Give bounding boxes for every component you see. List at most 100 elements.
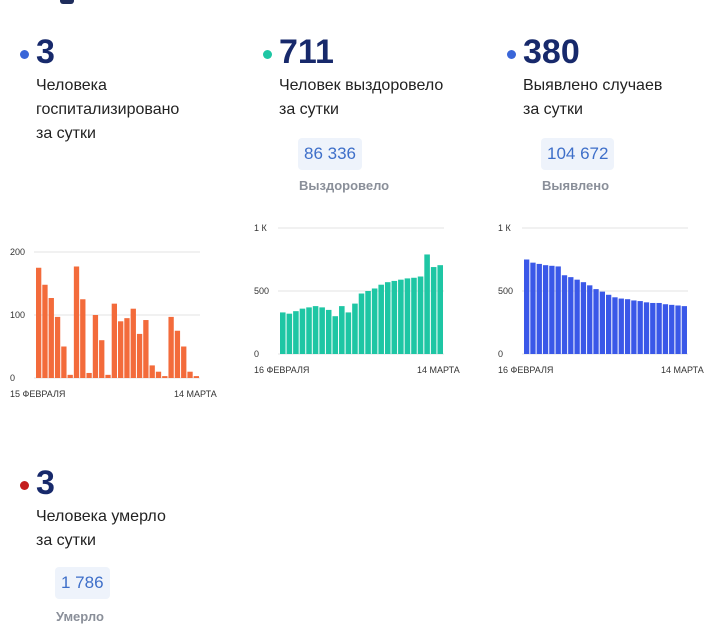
stat-number: 3 xyxy=(36,464,55,502)
bar xyxy=(155,371,162,378)
stat-recovered: 711 Человек выздоровело за сутки xyxy=(263,32,473,118)
bar xyxy=(130,308,136,378)
x-end-label: 14 МАРТА xyxy=(417,365,460,375)
x-end-label: 14 МАРТА xyxy=(174,389,217,399)
bar xyxy=(430,267,437,354)
bar xyxy=(286,313,293,354)
bar xyxy=(574,279,580,354)
stat-number: 380 xyxy=(523,33,580,71)
bar xyxy=(631,300,637,354)
bar xyxy=(536,263,542,354)
y-tick-label: 1 К xyxy=(254,223,268,233)
stat-cases: 380 Выявлено случаев за сутки xyxy=(507,32,707,118)
bar xyxy=(371,288,378,354)
indicator-dot xyxy=(507,50,516,59)
bar xyxy=(99,340,105,378)
bar xyxy=(542,265,549,354)
bar xyxy=(424,254,430,354)
bar xyxy=(568,277,574,354)
indicator-dot xyxy=(263,50,272,59)
bar xyxy=(105,374,111,378)
x-start-label: 16 ФЕВРАЛЯ xyxy=(498,365,553,375)
y-tick-label: 0 xyxy=(254,349,259,359)
total-recovered-badge: 86 336 xyxy=(298,138,362,170)
bar xyxy=(299,308,306,354)
bar xyxy=(293,311,299,354)
bar xyxy=(352,303,358,354)
bar xyxy=(378,284,384,354)
bar xyxy=(624,299,631,354)
bar xyxy=(681,306,687,354)
bar xyxy=(580,282,587,354)
stat-description: Выявлено случаев за сутки xyxy=(523,77,663,118)
bar xyxy=(404,278,411,354)
bar xyxy=(599,291,605,354)
bar xyxy=(86,372,92,378)
y-tick-label: 100 xyxy=(10,310,25,320)
y-tick-label: 1 К xyxy=(498,223,512,233)
bar xyxy=(306,307,312,354)
y-tick-label: 200 xyxy=(10,247,25,257)
bar xyxy=(561,275,568,354)
indicator-dot xyxy=(20,50,29,59)
y-tick-label: 500 xyxy=(498,286,513,296)
bar xyxy=(319,307,325,354)
bar xyxy=(662,304,669,354)
total-cases-label: Выявлено xyxy=(542,178,610,193)
stat-number: 711 xyxy=(279,33,334,71)
bar xyxy=(637,301,643,354)
bar xyxy=(92,315,99,378)
bar xyxy=(80,299,86,378)
x-start-label: 15 ФЕВРАЛЯ xyxy=(10,389,65,399)
bar xyxy=(675,305,681,354)
bar xyxy=(136,333,143,378)
bar xyxy=(650,302,656,354)
bar xyxy=(587,285,593,354)
bar xyxy=(618,298,624,354)
total-deaths-label: Умерло xyxy=(56,609,104,624)
bar xyxy=(437,265,443,354)
bar xyxy=(312,306,319,354)
bar xyxy=(398,279,404,354)
bar xyxy=(118,321,124,378)
bar xyxy=(384,282,391,354)
bar xyxy=(124,318,130,378)
bar xyxy=(643,302,650,354)
bar xyxy=(339,306,345,354)
bar xyxy=(612,297,618,354)
bar xyxy=(67,374,73,378)
bar xyxy=(365,291,371,354)
top-edge-fragment xyxy=(60,0,74,4)
bar xyxy=(181,346,187,378)
bar xyxy=(143,320,149,378)
y-tick-label: 500 xyxy=(254,286,269,296)
x-end-label: 14 МАРТА xyxy=(661,365,704,375)
bar xyxy=(193,376,199,378)
bar xyxy=(61,346,67,378)
bar xyxy=(42,284,48,378)
bar xyxy=(345,312,352,354)
bar xyxy=(656,302,662,354)
bar xyxy=(73,266,80,378)
stat-number: 3 xyxy=(36,33,55,71)
indicator-dot xyxy=(20,481,29,490)
y-tick-label: 0 xyxy=(10,373,15,383)
bar xyxy=(593,289,599,354)
bar xyxy=(36,267,42,378)
bar xyxy=(358,293,365,354)
bar xyxy=(54,316,61,378)
total-recovered-label: Выздоровело xyxy=(299,178,390,193)
stat-description: Человек выздоровело за сутки xyxy=(279,77,444,118)
x-start-label: 16 ФЕВРАЛЯ xyxy=(254,365,309,375)
bar xyxy=(417,276,424,354)
bar xyxy=(555,266,561,354)
stat-description: Человека умерло за сутки xyxy=(36,508,166,549)
bar xyxy=(149,365,155,378)
bar xyxy=(332,316,339,354)
bar xyxy=(280,312,286,354)
total-cases-badge: 104 672 xyxy=(541,138,615,170)
bar xyxy=(530,262,536,354)
